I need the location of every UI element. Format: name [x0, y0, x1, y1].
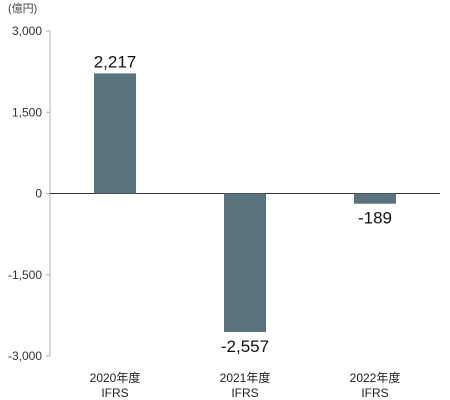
y-axis-ticks: 3,000 1,500 0 -1,500 -3,000: [8, 24, 50, 363]
unit-label: (億円): [8, 2, 37, 15]
category-label-year: 2020年度: [90, 370, 141, 385]
y-tick-label: 1,500: [12, 105, 42, 119]
bar: [354, 193, 396, 204]
bar: [224, 193, 266, 333]
y-tick-label: 0: [35, 187, 42, 201]
bar-value-label: -2,557: [221, 337, 269, 356]
category-label-standard: IFRS: [101, 386, 128, 400]
y-tick-label: 3,000: [12, 24, 42, 38]
bar-value-label: 2,217: [94, 52, 137, 71]
bar-value-label: -189: [358, 209, 392, 228]
category-label-year: 2021年度: [220, 370, 271, 385]
bars: 2,217 -2,557 -189: [94, 52, 396, 356]
y-tick-label: -3,000: [8, 349, 42, 363]
category-label-standard: IFRS: [361, 386, 388, 400]
category-label-standard: IFRS: [231, 386, 258, 400]
category-label-year: 2022年度: [350, 370, 401, 385]
y-tick-label: -1,500: [8, 268, 42, 282]
bar: [94, 73, 136, 194]
